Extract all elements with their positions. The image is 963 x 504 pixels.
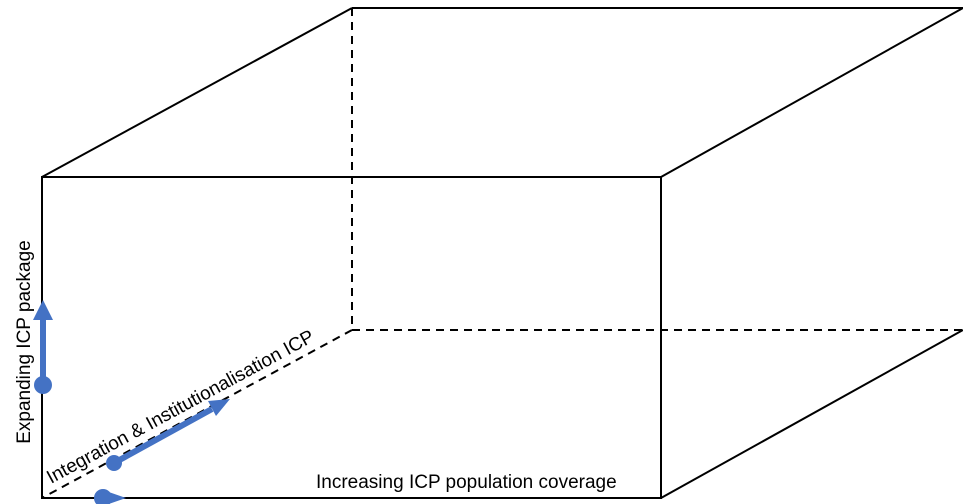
visible-edges — [41, 7, 963, 499]
top-right-depth-edge — [660, 7, 963, 178]
hidden-edges — [41, 8, 963, 499]
horizontal-arrow — [94, 489, 126, 504]
depth-bottom-left-edge — [41, 329, 353, 499]
vertical-axis-label: Expanding ICP package — [14, 240, 35, 444]
horizontal-axis-label: Increasing ICP population coverage — [316, 472, 617, 493]
vertical-arrow — [33, 300, 53, 394]
depth-arrow — [106, 399, 230, 471]
axis-arrows — [33, 300, 230, 504]
top-left-depth-edge — [41, 7, 353, 178]
depth-axis-label: Integration & Institutionalisation ICP — [43, 326, 318, 488]
bottom-right-depth-edge — [660, 329, 963, 499]
